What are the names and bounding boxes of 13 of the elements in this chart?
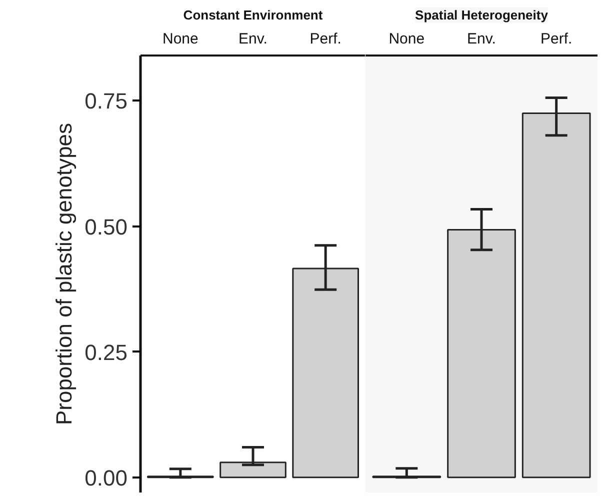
y-axis-title: Proportion of plastic genotypes — [52, 122, 77, 426]
chart-title: Spatial Heterogeneity — [415, 8, 549, 22]
x-tick-label: Perf. — [310, 30, 342, 48]
x-tick-label: None — [162, 30, 198, 48]
x-tick-label: Env. — [238, 30, 268, 48]
y-tick-label: 0.75 — [84, 88, 128, 114]
x-tick-label: Env. — [467, 30, 496, 48]
y-tick-label: 0.50 — [84, 214, 128, 240]
x-tick-label: Perf. — [540, 30, 572, 48]
y-tick-label: 0.25 — [84, 340, 128, 365]
chart-title: Constant Environment — [183, 8, 324, 22]
y-tick-label: 0.00 — [84, 465, 128, 490]
x-tick-label: None — [388, 30, 425, 48]
